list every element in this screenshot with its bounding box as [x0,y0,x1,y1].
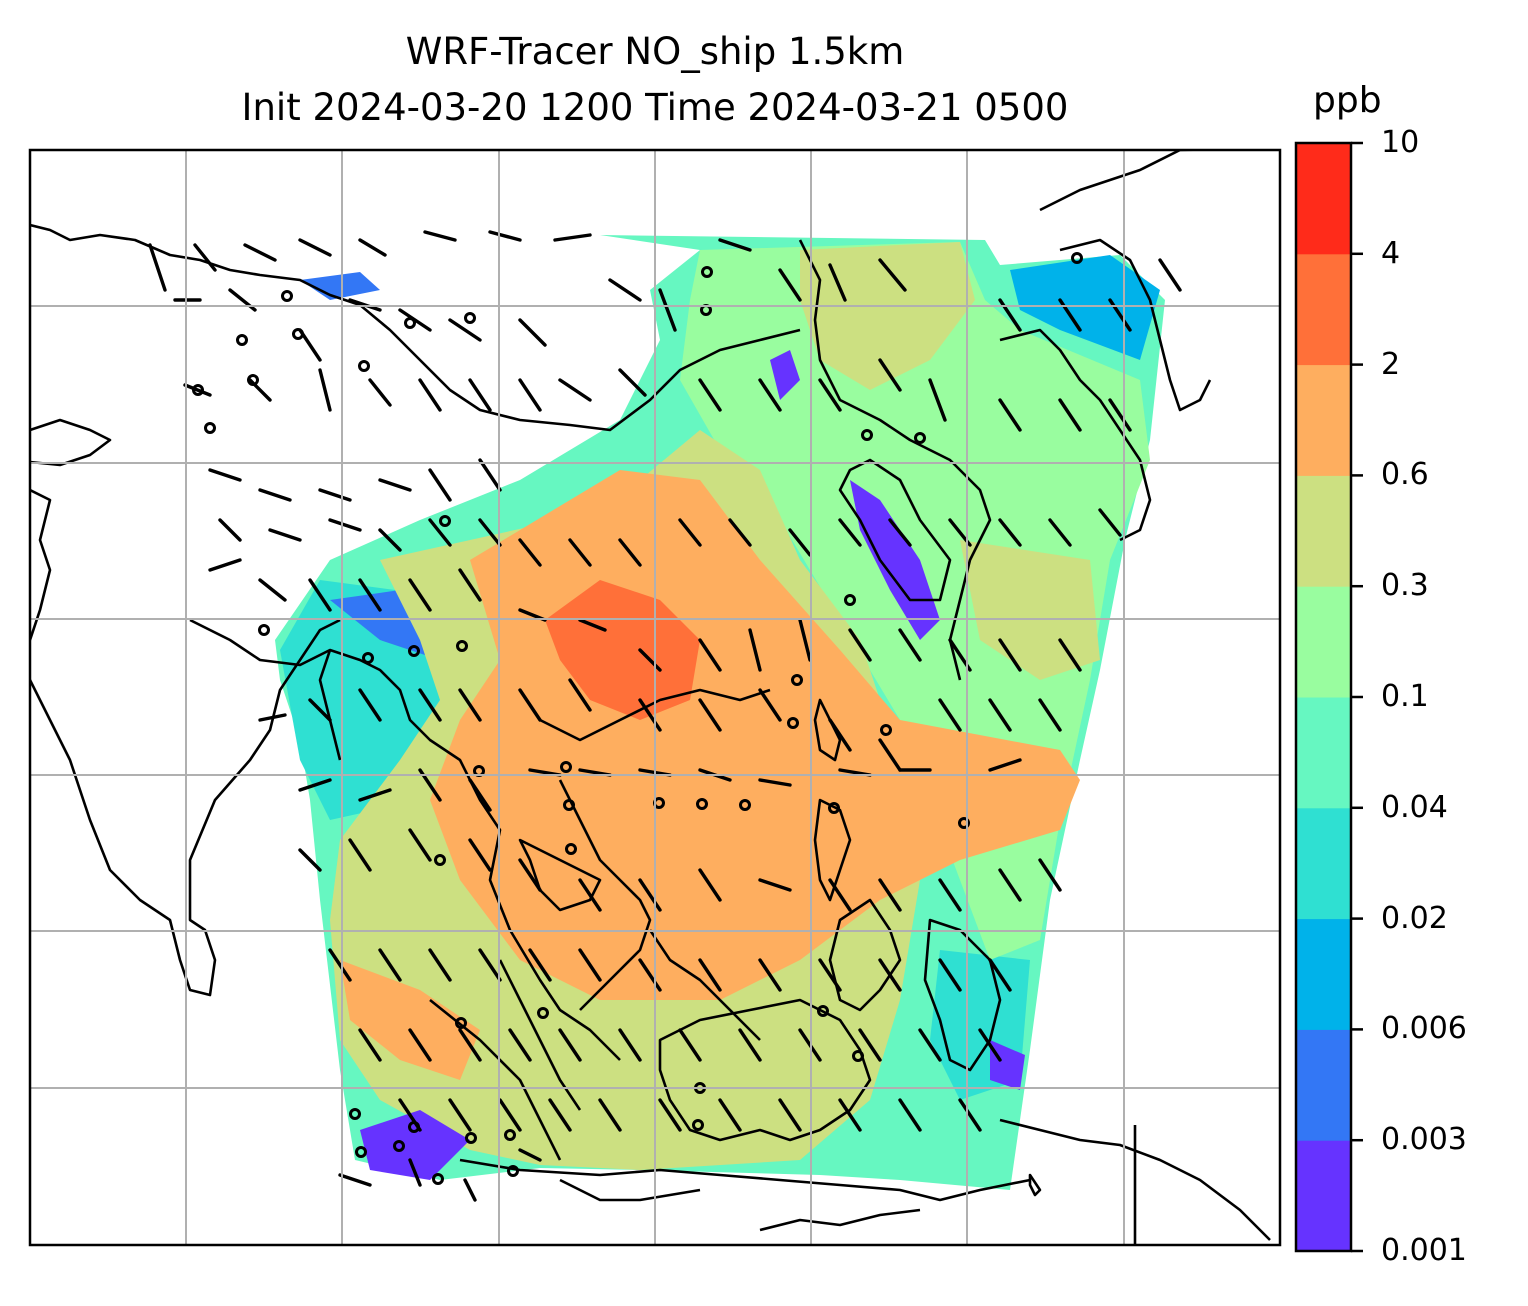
colorbar-segment [1296,586,1351,698]
colorbar-tick-label: 0.3 [1381,568,1429,604]
colorbar-segment [1296,1029,1351,1141]
colorbar-tick-label: 4 [1381,235,1401,271]
colorbar-tick-label: 0.006 [1381,1011,1467,1047]
colorbar-tick-label: 0.6 [1381,457,1429,493]
wind-barbs [148,230,1182,1202]
gridlines [30,150,1280,1245]
colorbar-segment [1296,143,1351,255]
colorbar-tick-label: 10 [1381,125,1420,160]
colorbar-segment [1296,697,1351,809]
colorbar-segment [1296,364,1351,476]
colorbar-segment [1296,1140,1351,1252]
colorbar-segment [1296,918,1351,1030]
colorbar-tick-label: 0.02 [1381,900,1448,936]
colorbar-segment [1296,253,1351,366]
colorbar-segment [1296,475,1351,587]
colorbar-tick-label: 0.001 [1381,1233,1467,1268]
colorbar-segment [1296,807,1351,920]
colorbar-tick-label: 0.1 [1381,679,1429,714]
chart-title-line-2: Init 2024-03-20 1200 Time 2024-03-21 050… [241,86,1069,129]
map-frame [28,148,1282,1247]
colorbar-unit-label: ppb [1313,80,1382,121]
colorbar-tick-label: 0.003 [1381,1122,1467,1158]
chart-title-line-1: WRF-Tracer NO_ship 1.5km [405,30,905,73]
colorbar-tick-label: 0.04 [1381,789,1448,825]
colorbar-tick-label: 2 [1381,346,1401,382]
calm-wind-circles [192,252,1083,1185]
